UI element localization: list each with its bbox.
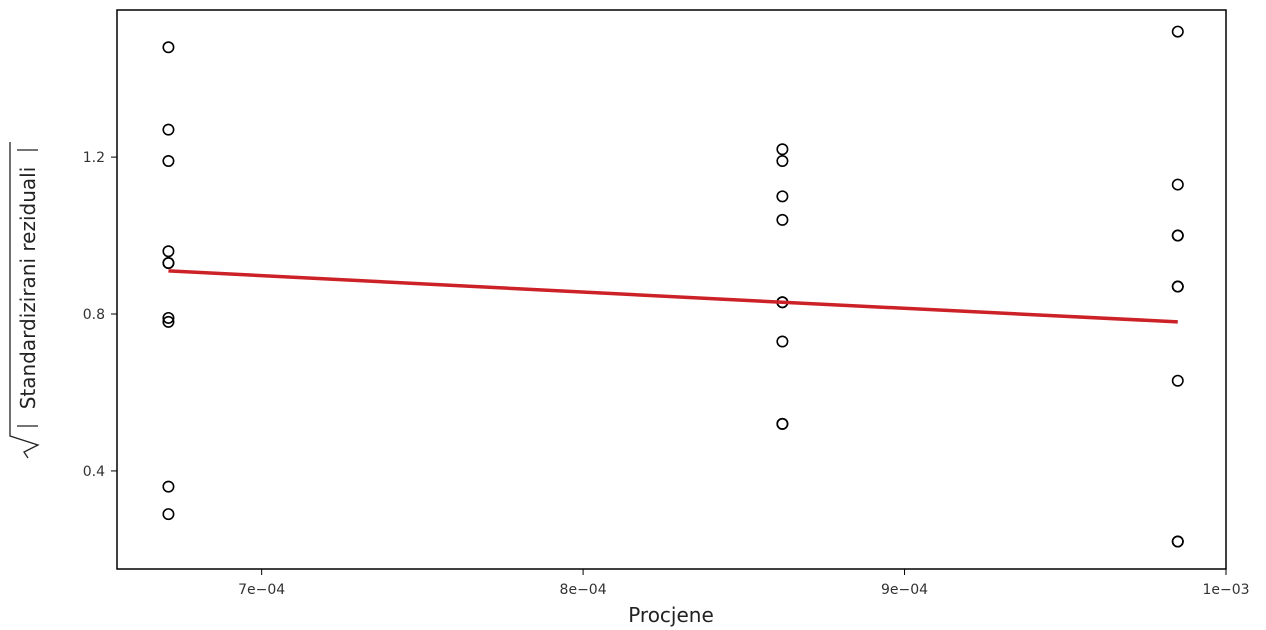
data-point	[162, 480, 175, 493]
data-point	[776, 143, 789, 156]
data-point	[162, 315, 175, 328]
data-point	[1171, 535, 1184, 548]
sqrt-radical-icon	[9, 142, 40, 459]
data-point	[162, 508, 175, 521]
x-tick-label: 9e−04	[881, 582, 928, 598]
y-tick-label: 0.4	[83, 464, 105, 480]
y-tick-label: 1.2	[83, 150, 105, 166]
x-tick-label: 1e−03	[1202, 582, 1249, 598]
data-point	[162, 257, 175, 270]
plot-panel-border	[116, 9, 1227, 570]
data-point	[162, 155, 175, 168]
x-axis-ticks: 7e−04 8e−04 9e−04 1e−03	[238, 569, 1250, 598]
data-point	[1171, 280, 1184, 293]
points-layer	[162, 25, 1184, 548]
data-point	[162, 123, 175, 136]
smooth-line-layer	[168, 269, 1178, 324]
x-tick-label: 7e−04	[238, 582, 285, 598]
y-tick-label: 0.8	[83, 307, 105, 323]
y-axis-title: Standardizirani reziduali	[16, 167, 40, 410]
data-point	[1171, 229, 1184, 242]
x-tick-label: 8e−04	[560, 582, 607, 598]
data-point	[162, 245, 175, 258]
data-point	[776, 190, 789, 203]
data-point	[776, 155, 789, 168]
y-axis-title-group: Standardizirani reziduali	[9, 142, 40, 459]
data-point	[1171, 374, 1184, 387]
data-point	[776, 213, 789, 226]
y-axis-ticks: 0.4 0.8 1.2	[83, 150, 117, 480]
smooth-trend-line	[168, 269, 1178, 324]
data-point	[162, 311, 175, 324]
data-point	[1171, 178, 1184, 191]
data-point	[162, 41, 175, 54]
data-point	[776, 417, 789, 430]
data-point	[776, 335, 789, 348]
x-axis-title: Procjene	[628, 603, 714, 627]
data-point	[1171, 25, 1184, 38]
